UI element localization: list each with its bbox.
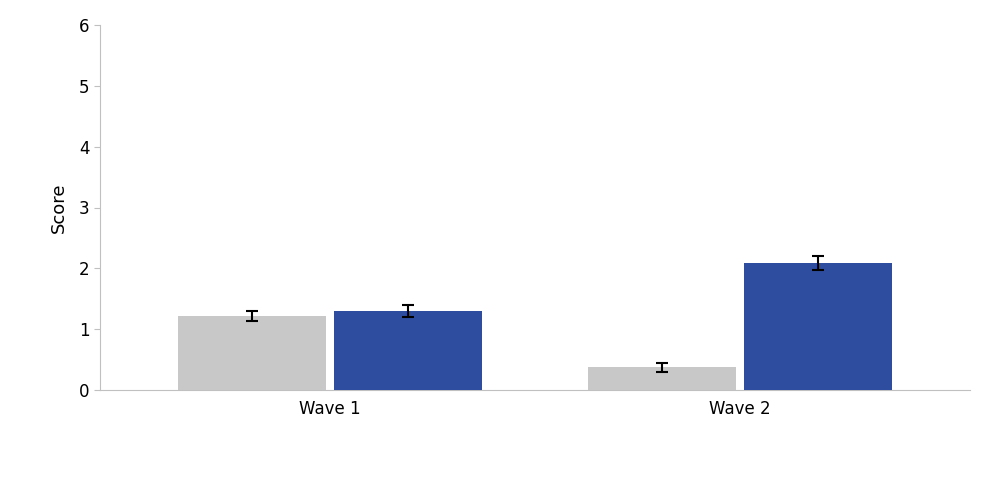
Bar <box>744 263 892 390</box>
Bar <box>334 311 482 390</box>
Bar <box>588 368 736 390</box>
Bar <box>178 316 326 390</box>
Y-axis label: Score: Score <box>50 182 68 233</box>
